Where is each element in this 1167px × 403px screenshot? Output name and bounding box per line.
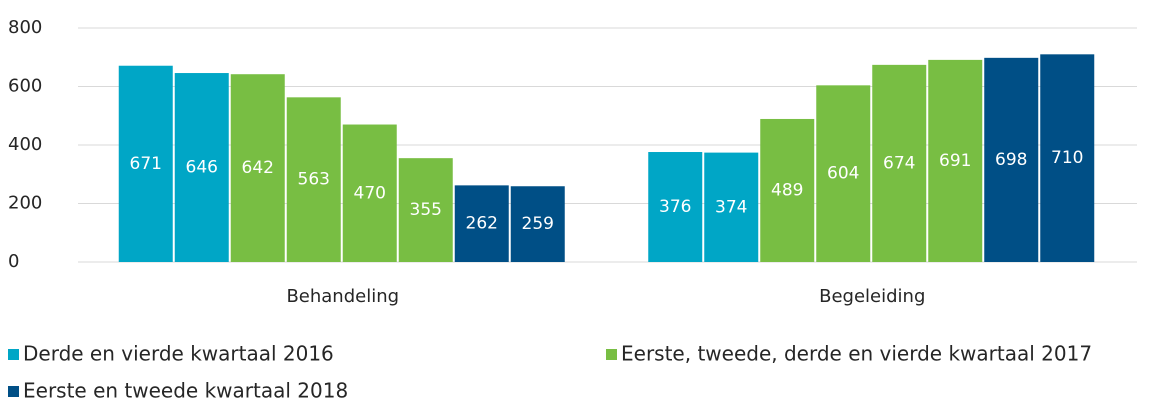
x-tick-label: Behandeling — [286, 286, 399, 307]
value-label: 642 — [242, 158, 274, 178]
bar — [230, 74, 285, 262]
y-tick-label: 800 — [8, 17, 42, 38]
bar — [760, 118, 815, 262]
value-label: 604 — [827, 164, 859, 184]
value-label: 262 — [466, 214, 498, 234]
x-tick-label: Begeleiding — [819, 286, 925, 307]
bar — [342, 124, 397, 263]
value-label: 698 — [995, 150, 1027, 170]
value-label: 674 — [883, 153, 915, 173]
bar — [928, 59, 983, 262]
legend-swatch — [8, 386, 19, 397]
value-label: 646 — [186, 158, 218, 178]
value-label: 470 — [354, 183, 386, 203]
legend-swatch — [8, 349, 19, 360]
bar — [454, 185, 509, 262]
bar — [1040, 54, 1095, 263]
value-label: 710 — [1051, 148, 1083, 168]
bar — [174, 73, 229, 262]
bar — [510, 186, 565, 262]
value-label: 489 — [771, 180, 803, 200]
y-tick-label: 600 — [8, 76, 42, 97]
bar — [398, 158, 453, 262]
value-label: 671 — [130, 154, 162, 174]
y-tick-label: 400 — [8, 134, 42, 155]
legend-label: Eerste, tweede, derde en vierde kwartaal… — [621, 342, 1092, 366]
value-label: 355 — [410, 200, 442, 220]
bar — [872, 64, 927, 262]
value-label: 376 — [659, 197, 691, 217]
value-label: 563 — [298, 170, 330, 190]
bar — [118, 65, 173, 262]
bar — [648, 152, 703, 262]
legend-label: Eerste en tweede kwartaal 2018 — [23, 379, 348, 403]
y-tick-label: 0 — [8, 251, 19, 272]
bar — [704, 152, 759, 262]
value-label: 374 — [715, 197, 747, 217]
value-label: 691 — [939, 151, 971, 171]
bar — [286, 97, 341, 262]
value-label: 259 — [522, 214, 554, 234]
y-tick-label: 200 — [8, 193, 42, 214]
legend-label: Derde en vierde kwartaal 2016 — [23, 342, 334, 366]
bar — [816, 85, 871, 262]
legend-swatch — [606, 349, 617, 360]
bar — [984, 57, 1039, 263]
